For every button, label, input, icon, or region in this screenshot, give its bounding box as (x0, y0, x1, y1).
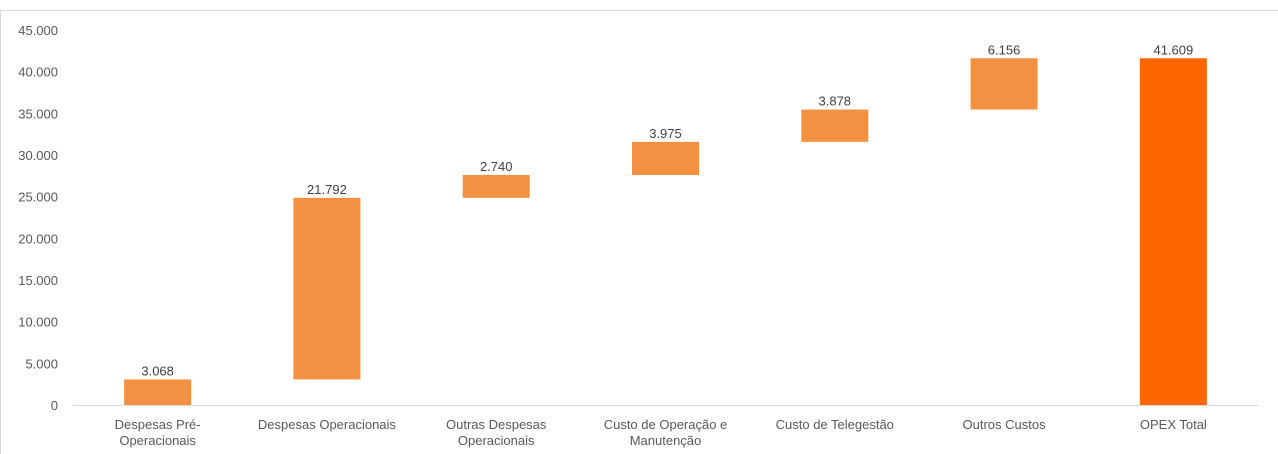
y-tick-label: 0 (51, 398, 58, 413)
value-label: 41.609 (1153, 42, 1193, 57)
value-label: 3.975 (649, 126, 682, 141)
y-tick-label: 35.000 (18, 106, 58, 121)
bar (1139, 58, 1207, 406)
y-tick-label: 45.000 (18, 23, 58, 38)
bar (293, 197, 361, 380)
y-tick-label: 5.000 (25, 356, 58, 371)
x-tick-label: Despesas Operacionais (257, 417, 396, 432)
x-tick-label: Custo de Telegestão (775, 417, 894, 432)
value-label: 21.792 (307, 182, 347, 197)
value-label: 3.068 (141, 363, 174, 378)
value-label: 3.878 (819, 94, 852, 109)
x-tick-label: Outros Custos (962, 417, 1046, 432)
y-tick-label: 25.000 (18, 190, 58, 205)
bar (462, 175, 530, 198)
x-tick-label: Outras Despesas Operacionais (445, 417, 547, 448)
value-label: 2.740 (480, 159, 513, 174)
x-tick-label: Despesas Pré-Operacionais (114, 417, 201, 448)
y-tick-label: 20.000 (18, 231, 58, 246)
y-tick-label: 30.000 (18, 148, 58, 163)
y-tick-label: 15.000 (18, 273, 58, 288)
y-tick-label: 10.000 (18, 315, 58, 330)
x-tick-label: Custo de Operação e Manutenção (603, 417, 728, 448)
y-tick-label: 40.000 (18, 65, 58, 80)
x-tick-label: OPEX Total (1139, 417, 1207, 432)
bar (124, 379, 192, 405)
bar (801, 109, 869, 142)
bar (970, 58, 1038, 110)
value-label: 6.156 (988, 42, 1021, 57)
bar (632, 141, 699, 175)
chart-border (0, 10, 1278, 454)
